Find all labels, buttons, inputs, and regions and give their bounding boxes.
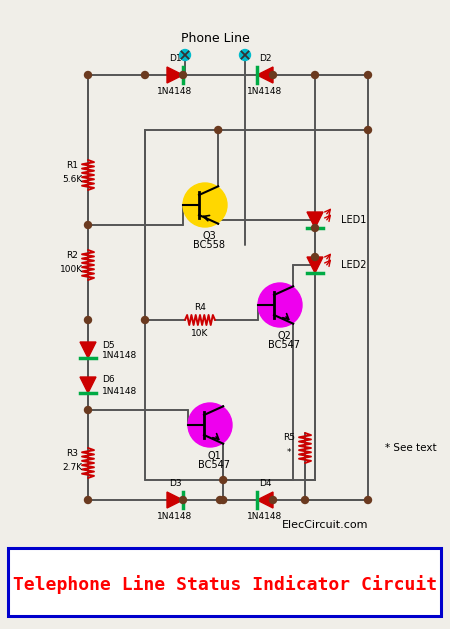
- Text: 1N4148: 1N4148: [102, 386, 137, 396]
- Circle shape: [364, 126, 372, 133]
- Text: 2.7K: 2.7K: [62, 464, 82, 472]
- Circle shape: [364, 72, 372, 79]
- Circle shape: [239, 50, 251, 60]
- Ellipse shape: [188, 403, 232, 447]
- Text: LED2: LED2: [341, 260, 366, 270]
- Text: R5: R5: [283, 433, 295, 442]
- Ellipse shape: [258, 283, 302, 327]
- Circle shape: [180, 72, 186, 79]
- Polygon shape: [80, 342, 96, 358]
- Circle shape: [270, 496, 276, 503]
- Circle shape: [364, 496, 372, 503]
- Polygon shape: [307, 257, 323, 273]
- Ellipse shape: [183, 183, 227, 227]
- Text: 100K: 100K: [60, 265, 84, 274]
- Circle shape: [180, 496, 186, 503]
- Text: D4: D4: [259, 479, 271, 488]
- Text: D3: D3: [169, 479, 181, 488]
- Text: BC558: BC558: [193, 240, 225, 250]
- Text: LED1: LED1: [341, 215, 366, 225]
- Text: Q3: Q3: [202, 231, 216, 241]
- Circle shape: [85, 316, 91, 323]
- Circle shape: [141, 72, 149, 79]
- Circle shape: [311, 225, 319, 231]
- Text: BC547: BC547: [268, 340, 300, 350]
- Circle shape: [85, 496, 91, 503]
- Text: 1N4148: 1N4148: [102, 352, 137, 360]
- Text: BC547: BC547: [198, 460, 230, 470]
- FancyBboxPatch shape: [8, 548, 441, 616]
- Circle shape: [220, 496, 227, 503]
- Text: R3: R3: [66, 448, 78, 457]
- Polygon shape: [167, 67, 183, 83]
- Polygon shape: [80, 377, 96, 393]
- Text: R4: R4: [194, 303, 206, 311]
- Polygon shape: [307, 212, 323, 228]
- Polygon shape: [257, 492, 273, 508]
- Circle shape: [180, 50, 190, 60]
- Circle shape: [85, 406, 91, 413]
- Circle shape: [220, 477, 227, 484]
- Text: R2: R2: [66, 250, 78, 260]
- Text: R1: R1: [66, 160, 78, 169]
- Text: 1N4148: 1N4148: [158, 87, 193, 96]
- Circle shape: [270, 72, 276, 79]
- Circle shape: [311, 253, 319, 260]
- Text: 1N4148: 1N4148: [248, 87, 283, 96]
- Polygon shape: [257, 67, 273, 83]
- Text: D2: D2: [259, 54, 271, 63]
- Text: Phone Line: Phone Line: [180, 31, 249, 45]
- Circle shape: [311, 72, 319, 79]
- Text: D1: D1: [169, 54, 181, 63]
- Text: Q1: Q1: [207, 451, 221, 461]
- Text: * See text: * See text: [385, 443, 436, 453]
- Circle shape: [85, 221, 91, 228]
- Text: D5: D5: [102, 340, 115, 350]
- Text: *: *: [287, 448, 291, 457]
- Text: 10K: 10K: [191, 328, 209, 338]
- Text: 1N4148: 1N4148: [248, 512, 283, 521]
- Text: Telephone Line Status Indicator Circuit: Telephone Line Status Indicator Circuit: [13, 576, 437, 594]
- Circle shape: [216, 496, 224, 503]
- Polygon shape: [167, 492, 183, 508]
- Circle shape: [85, 72, 91, 79]
- Circle shape: [215, 126, 222, 133]
- Text: ElecCircuit.com: ElecCircuit.com: [282, 520, 368, 530]
- Circle shape: [302, 496, 309, 503]
- Circle shape: [141, 316, 149, 323]
- Text: Q2: Q2: [277, 331, 291, 341]
- Text: 5.6K: 5.6K: [62, 175, 82, 184]
- Text: 1N4148: 1N4148: [158, 512, 193, 521]
- Text: D6: D6: [102, 376, 115, 384]
